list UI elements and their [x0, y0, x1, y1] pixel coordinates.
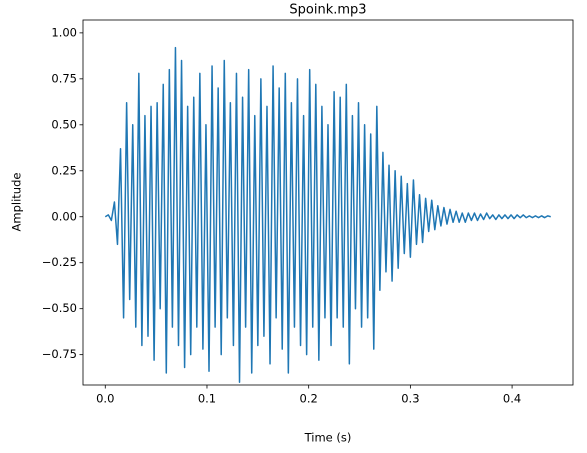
- y-tick-label: 0.00: [51, 209, 77, 223]
- x-axis-label: Time (s): [304, 431, 352, 445]
- x-tick-label: 0.4: [503, 392, 521, 406]
- waveform-line: [104, 46, 551, 383]
- axes-frame: [82, 19, 574, 386]
- y-tick-label: 0.75: [51, 71, 77, 85]
- x-tick-label: 0.1: [198, 392, 216, 406]
- y-tick-label: 0.25: [51, 163, 77, 177]
- x-tick-label: 0.3: [401, 392, 419, 406]
- y-tick-label: 0.50: [51, 117, 77, 131]
- chart-title: Spoink.mp3: [289, 3, 366, 18]
- x-tick-label: 0.0: [96, 392, 114, 406]
- y-tick-label: −0.25: [42, 255, 77, 269]
- x-tick-label: 0.2: [300, 392, 318, 406]
- y-axis-label: Amplitude: [10, 173, 24, 232]
- y-tick-label: −0.50: [42, 301, 77, 315]
- y-tick-label: −0.75: [42, 347, 77, 361]
- y-tick-label: 1.00: [51, 25, 77, 39]
